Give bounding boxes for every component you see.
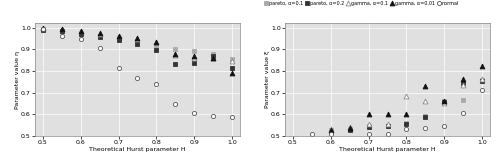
Legend: pareto, α=0.1, pareto, α=0.2, gamma, α=0.1, gamma, α=0.01, normal: pareto, α=0.1, pareto, α=0.2, gamma, α=0… — [264, 1, 459, 6]
X-axis label: Theoretical Hurst parameter H: Theoretical Hurst parameter H — [339, 147, 436, 152]
X-axis label: Theoretical Hurst parameter H: Theoretical Hurst parameter H — [89, 147, 186, 152]
Y-axis label: Parameter value ξ: Parameter value ξ — [264, 51, 270, 109]
Y-axis label: Parameter value η: Parameter value η — [14, 51, 20, 109]
